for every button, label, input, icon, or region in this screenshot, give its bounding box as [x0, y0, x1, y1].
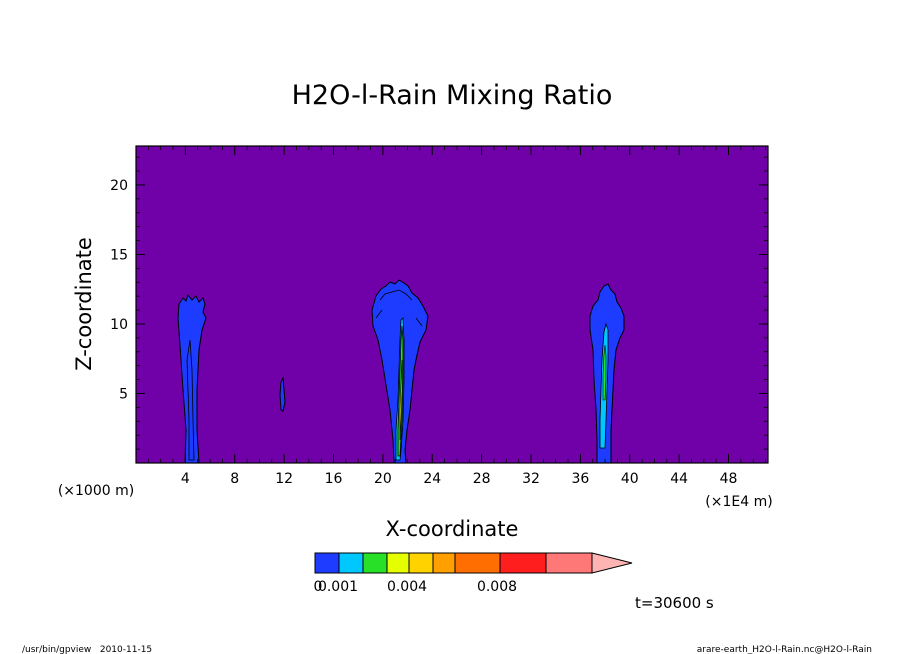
chart-title: H2O-l-Rain Mixing Ratio [292, 80, 613, 111]
cloud-center-inner-contours [375, 289, 423, 327]
y-tick-label: 5 [119, 386, 128, 402]
cloud-right-green [602, 344, 607, 401]
footer-right: arare-earth_H2O-l-Rain.nc@H2O-l-Rain [697, 645, 872, 654]
colorbar-label: 0 [314, 579, 323, 595]
cloud-right [589, 283, 625, 464]
x-tick-label: 12 [275, 471, 293, 487]
colorbar-segment [408, 552, 434, 574]
cloud-left [177, 293, 207, 464]
x-tick-label: 36 [571, 471, 589, 487]
plot-background [136, 146, 768, 463]
colorbar-label: 0.001 [318, 579, 358, 595]
y-axis: 5 10 15 20 [110, 156, 768, 450]
footer-left: /usr/bin/gpview 2010-11-15 [22, 645, 152, 654]
x-unit-right-label: (×1E4 m) [705, 494, 772, 510]
colorbar-segment [499, 552, 547, 574]
x-tick-label: 8 [230, 471, 239, 487]
colorbar-segment [545, 552, 593, 574]
x-tick-label: 32 [522, 471, 540, 487]
y-tick-label: 15 [110, 247, 128, 263]
time-label: t=30600 s [635, 594, 714, 612]
x-tick-label: 20 [374, 471, 392, 487]
cloud-center [371, 279, 429, 464]
x-tick-label: 16 [325, 471, 343, 487]
x-tick-label: 48 [720, 471, 738, 487]
x-tick-label: 44 [670, 471, 688, 487]
cloud-small-blue [279, 376, 286, 412]
colorbar-extend-arrow [591, 552, 633, 574]
colorbar-segment [454, 552, 501, 574]
colorbar-labels: 00.001 0.004 0.008 [314, 579, 518, 595]
colorbar [314, 552, 633, 574]
colorbar-segment [338, 552, 364, 574]
x-tick-label: 40 [621, 471, 639, 487]
colorbar-label: 0.008 [477, 579, 517, 595]
colorbar-segment [362, 552, 388, 574]
x-axis-title: X-coordinate [386, 517, 519, 541]
x-tick-label: 24 [423, 471, 441, 487]
colorbar-segment [432, 552, 456, 574]
y-tick-label: 10 [110, 317, 128, 333]
colorbar-segment [314, 552, 340, 574]
y-axis-title: Z-coordinate [72, 237, 96, 371]
y-tick-label: 20 [110, 178, 128, 194]
x-tick-label: 4 [181, 471, 190, 487]
cloud-center-yellow [399, 359, 403, 441]
colorbar-label: 0.004 [387, 579, 427, 595]
plot-frame [135, 145, 769, 464]
cloud-small [279, 376, 286, 412]
colorbar-segment [386, 552, 410, 574]
x-tick-label: 28 [473, 471, 491, 487]
cloud-left-inner [186, 339, 195, 461]
x-axis: 4 8 12 16 20 24 28 32 36 40 44 48 [147, 146, 766, 487]
x-unit-left-label: (×1000 m) [58, 483, 134, 499]
